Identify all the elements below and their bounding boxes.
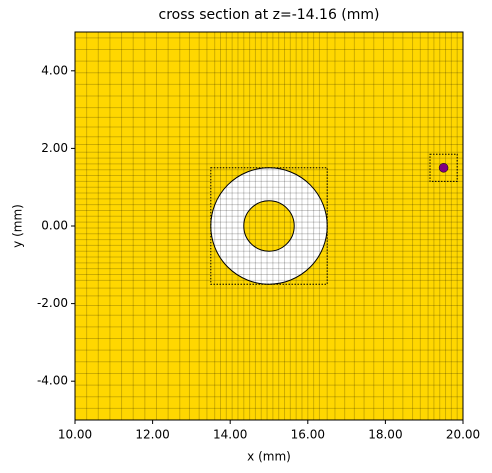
y-tick-label: 0.00 [41, 219, 68, 233]
chart-title: cross section at z=-14.16 (mm) [159, 7, 380, 23]
x-tick-label: 20.00 [446, 428, 480, 442]
x-tick-label: 16.00 [291, 428, 325, 442]
x-tick-label: 12.00 [135, 428, 169, 442]
y-tick-label: 4.00 [41, 63, 68, 77]
x-tick-label: 18.00 [368, 428, 402, 442]
x-axis-label: x (mm) [247, 450, 291, 464]
x-tick-label: 10.00 [58, 428, 92, 442]
point [438, 163, 449, 173]
plot-area [75, 32, 463, 420]
x-tick-label: 14.00 [213, 428, 247, 442]
y-tick-label: -2.00 [37, 296, 68, 310]
background [75, 32, 463, 420]
y-tick-label: -4.00 [37, 374, 68, 388]
y-axis-label: y (mm) [11, 204, 25, 248]
y-tick-label: 2.00 [41, 141, 68, 155]
annulus [210, 167, 328, 285]
dotted-box [210, 167, 328, 285]
